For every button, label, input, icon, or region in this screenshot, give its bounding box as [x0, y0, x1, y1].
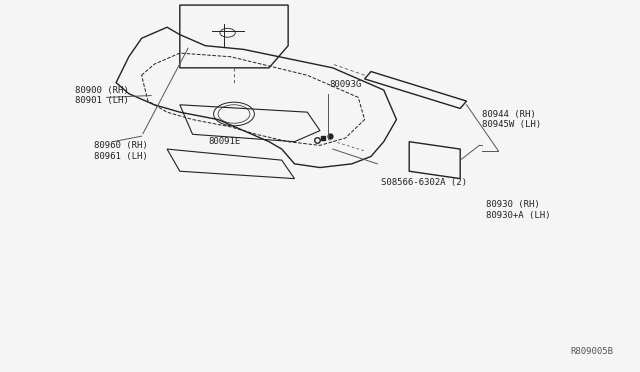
Text: S08566-6302A (2): S08566-6302A (2) — [381, 178, 467, 187]
Text: 80944 (RH)
80945W (LH): 80944 (RH) 80945W (LH) — [483, 110, 541, 129]
Text: 80093G: 80093G — [330, 80, 362, 89]
Text: 80960 (RH)
80961 (LH): 80960 (RH) 80961 (LH) — [94, 141, 148, 161]
Text: 80930 (RH)
80930+A (LH): 80930 (RH) 80930+A (LH) — [486, 200, 550, 220]
Text: R809005B: R809005B — [570, 347, 613, 356]
Text: 80091E: 80091E — [209, 137, 241, 146]
Text: 80900 (RH)
80901 (LH): 80900 (RH) 80901 (LH) — [75, 86, 129, 105]
